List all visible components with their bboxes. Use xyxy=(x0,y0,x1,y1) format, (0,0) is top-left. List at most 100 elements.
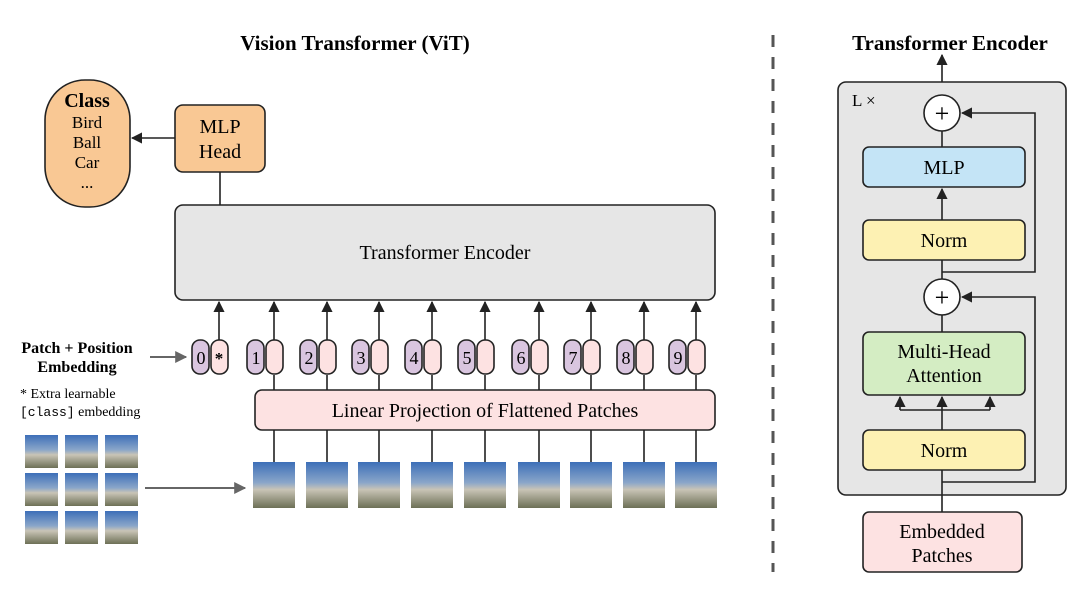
position-embedding xyxy=(351,339,370,375)
token-pair: 7 xyxy=(563,300,612,508)
image-patch xyxy=(105,435,138,468)
image-patch xyxy=(464,462,506,508)
position-index: 6 xyxy=(517,348,526,368)
position-index: 5 xyxy=(463,348,472,368)
position-index: 3 xyxy=(357,348,366,368)
image-patch xyxy=(675,462,717,508)
image-patch xyxy=(65,511,98,544)
token-pair: 0 * xyxy=(191,300,229,375)
attention-label: Multi-Head xyxy=(897,341,990,363)
attention-label: Attention xyxy=(906,365,982,387)
position-embedding xyxy=(246,339,265,375)
norm-label: Norm xyxy=(921,440,968,462)
class-item: Bird xyxy=(72,113,103,132)
position-index: 8 xyxy=(622,348,631,368)
token-pair: 8 xyxy=(616,300,665,508)
patch-embedding xyxy=(687,339,706,375)
class-token xyxy=(210,339,229,375)
plus-icon: + xyxy=(935,283,950,312)
norm-block: Norm xyxy=(862,219,1026,261)
position-embedding xyxy=(191,339,210,375)
position-embedding xyxy=(668,339,687,375)
patch-embedding xyxy=(370,339,389,375)
token-pair: 1 xyxy=(246,300,295,508)
position-embedding xyxy=(563,339,582,375)
input-label: Patches xyxy=(911,545,972,567)
input-label: Embedded xyxy=(899,521,985,543)
mlp-block: MLP xyxy=(862,146,1026,188)
mlp-head-label: Head xyxy=(199,141,241,163)
position-index: 7 xyxy=(569,348,578,368)
token-pair: 2 xyxy=(299,300,348,508)
mlp-head-label: MLP xyxy=(199,116,240,138)
position-index: 4 xyxy=(410,348,419,368)
note-text: * Extra learnable xyxy=(20,387,116,402)
patch-embedding xyxy=(476,339,495,375)
position-index: 1 xyxy=(252,348,261,368)
position-embedding xyxy=(404,339,423,375)
embedded-patches-block: Embedded Patches xyxy=(862,511,1023,573)
position-embedding xyxy=(616,339,635,375)
patch-embedding xyxy=(423,339,442,375)
position-embedding xyxy=(299,339,318,375)
add-node: + xyxy=(923,278,961,316)
image-patch xyxy=(65,473,98,506)
position-embedding xyxy=(457,339,476,375)
image-patch xyxy=(253,462,295,508)
position-index: 0 xyxy=(197,348,206,368)
image-patch xyxy=(25,511,58,544)
position-embedding xyxy=(511,339,530,375)
image-patch xyxy=(570,462,612,508)
token-pair: 3 xyxy=(351,300,400,508)
token-pair: 4 xyxy=(404,300,453,508)
position-index: 9 xyxy=(674,348,683,368)
plus-icon: + xyxy=(935,99,950,128)
encoder-title: Transformer Encoder xyxy=(852,31,1048,55)
class-output: Class Bird Ball Car ... xyxy=(44,79,131,208)
repeat-label: L × xyxy=(852,91,876,110)
image-patch xyxy=(306,462,348,508)
image-patch xyxy=(623,462,665,508)
attention-block: Multi-Head Attention xyxy=(862,331,1026,396)
embedding-label: Patch + Position xyxy=(21,340,132,357)
vit-title: Vision Transformer (ViT) xyxy=(240,31,469,55)
image-patch xyxy=(25,435,58,468)
patch-embedding xyxy=(635,339,654,375)
class-token-mark: * xyxy=(215,349,224,368)
note-text: [class] embedding xyxy=(20,405,140,420)
residual-connection xyxy=(942,107,1036,273)
token-pair: 5 xyxy=(457,300,506,508)
image-patch xyxy=(105,473,138,506)
token-row: 0 * 1 2 3 4 5 6 7 8 9 xyxy=(191,300,717,508)
token-pair: 9 xyxy=(668,300,717,508)
patch-embedding xyxy=(530,339,549,375)
norm-label: Norm xyxy=(921,230,968,252)
image-patch xyxy=(25,473,58,506)
mlp-head: MLP Head xyxy=(174,104,266,173)
add-node: + xyxy=(923,94,961,132)
image-patch xyxy=(105,511,138,544)
image-patch xyxy=(518,462,560,508)
class-item: Ball xyxy=(73,133,102,152)
image-patch xyxy=(411,462,453,508)
token-pair: 6 xyxy=(511,300,560,508)
class-heading: Class xyxy=(64,90,110,112)
linear-projection: Linear Projection of Flattened Patches xyxy=(254,389,716,431)
image-grid xyxy=(25,435,138,544)
residual-connection xyxy=(942,291,1036,483)
position-index: 2 xyxy=(305,348,314,368)
encoder-label: Transformer Encoder xyxy=(360,242,531,264)
mlp-label: MLP xyxy=(923,157,964,179)
class-item: ... xyxy=(81,173,94,192)
norm-block: Norm xyxy=(862,429,1026,471)
patch-embedding xyxy=(318,339,337,375)
patch-embedding xyxy=(265,339,284,375)
image-patch xyxy=(65,435,98,468)
transformer-encoder-block: Transformer Encoder xyxy=(174,204,716,301)
class-item: Car xyxy=(75,153,100,172)
image-patch xyxy=(358,462,400,508)
embedding-label: Embedding xyxy=(37,359,116,376)
patch-embedding xyxy=(582,339,601,375)
projection-label: Linear Projection of Flattened Patches xyxy=(332,400,639,422)
